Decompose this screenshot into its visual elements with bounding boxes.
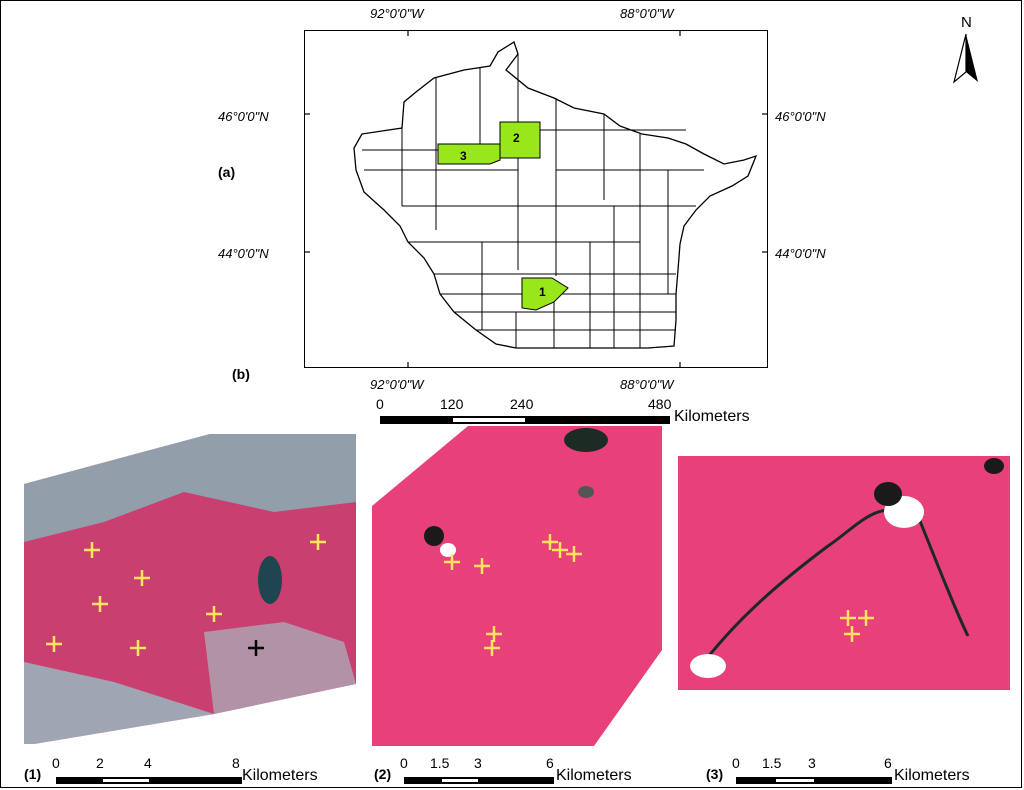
scale3-graphic [736,777,892,784]
lon-top-label-2: 88°0'0"W [620,6,674,21]
region-3-shape [437,143,501,165]
scale1-tick-4: 4 [144,755,152,771]
scale2-unit: Kilometers [556,767,632,784]
north-arrow-icon [952,33,978,84]
region-3-label: 3 [460,149,467,163]
region-1-label: 1 [539,285,546,299]
lon-bottom-label-1: 92°0'0"W [370,377,424,392]
scale2-tick-1-5: 1.5 [430,755,450,771]
lat-right-label-1: 46°0'0"N [775,109,826,124]
plot-markers-3 [840,610,874,642]
scale1-tick-2: 2 [96,755,104,771]
satellite-image-3 [678,456,1010,690]
main-scale-tick-120: 120 [440,396,464,412]
main-scale-bar-graphic [380,416,670,424]
panel-label-1: (1) [24,766,42,782]
scale3-tick-3: 3 [808,755,816,771]
region-2-label: 2 [513,131,520,145]
scale2-tick-6: 6 [546,755,554,771]
state-map: 2 3 1 [304,30,768,368]
satellite-image-2 [372,426,662,746]
panel-label-2: (2) [374,766,392,782]
scale1-tick-8: 8 [232,755,240,771]
main-scale-tick-240: 240 [510,396,534,412]
scale1-tick-0: 0 [52,755,60,771]
highlight-regions [437,121,569,311]
lat-right-label-2: 44°0'0"N [775,246,826,261]
lon-bottom-label-2: 88°0'0"W [620,377,674,392]
state-outline [353,41,758,349]
main-scale-unit: Kilometers [674,408,750,425]
panel-label-b: (b) [232,366,250,382]
region-1-shape [521,277,569,311]
scale2-graphic [404,777,554,784]
scale2-tick-3: 3 [474,755,482,771]
north-label: N [961,14,972,31]
region-2-shape [499,121,541,159]
scale-bar-1: 0 2 4 8 Kilometers [52,755,352,789]
graticule-ticks [304,30,768,368]
scale2-tick-0: 0 [400,755,408,771]
scale1-graphic [56,777,242,784]
scale3-tick-0: 0 [732,755,740,771]
main-scale-tick-480: 480 [648,396,672,412]
scale1-unit: Kilometers [242,767,318,784]
county-map-svg: 2 3 1 [304,30,768,368]
lon-top-label-1: 92°0'0"W [370,6,424,21]
panel-label-a: (a) [218,164,236,180]
main-scale-bar: 0 120 240 480 Kilometers [372,396,772,430]
county-borders [362,54,704,348]
lat-left-label-1: 46°0'0"N [218,109,269,124]
satellite-image-1 [24,434,356,744]
scale3-tick-1-5: 1.5 [762,755,782,771]
plot-markers-1 [46,534,326,656]
scale-bar-2: 0 1.5 3 6 Kilometers [400,755,650,789]
scale3-unit: Kilometers [894,767,970,784]
scale-bar-3: 0 1.5 3 6 Kilometers [732,755,992,789]
main-scale-tick-0: 0 [376,396,384,412]
lat-left-label-2: 44°0'0"N [218,246,269,261]
plot-markers-2 [444,534,582,656]
scale3-tick-6: 6 [884,755,892,771]
panel-label-3: (3) [706,766,724,782]
plot-marker-black-1 [248,640,264,656]
